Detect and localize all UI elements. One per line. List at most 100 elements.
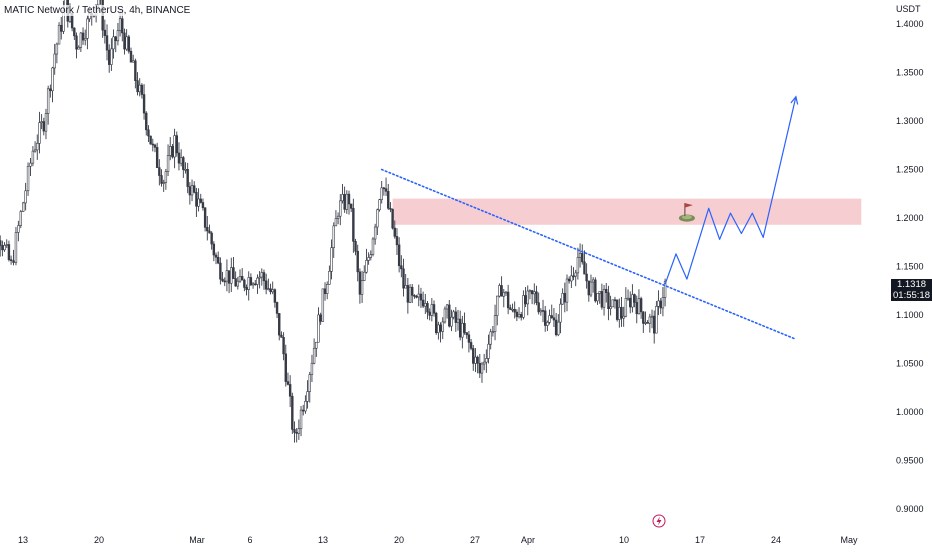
candle: [644, 311, 647, 326]
candle: [53, 43, 56, 75]
candle: [105, 24, 109, 61]
candle: [179, 149, 183, 167]
candle: [615, 299, 619, 322]
candle: [587, 280, 591, 302]
candle: [365, 248, 368, 274]
candle: [496, 295, 499, 326]
projection-path[interactable]: [664, 96, 797, 285]
candle: [158, 159, 161, 186]
descending-trendline[interactable]: [380, 168, 797, 341]
candle: [240, 268, 244, 281]
candle: [408, 284, 412, 303]
candle: [151, 138, 154, 152]
candle: [308, 371, 311, 403]
candle: [472, 344, 475, 371]
candle: [611, 299, 614, 308]
y-tick-label: 0.9000: [896, 504, 924, 514]
candle: [561, 288, 564, 305]
candle: [254, 279, 257, 286]
candle: [49, 84, 52, 98]
candle: [238, 269, 242, 283]
candle: [465, 332, 468, 339]
last-price-value: 1.1318: [896, 279, 927, 291]
candle: [321, 288, 325, 322]
candle: [302, 404, 305, 416]
candle: [461, 315, 464, 349]
candle: [349, 203, 353, 213]
candle: [515, 309, 519, 322]
candle: [657, 290, 660, 316]
x-tick-label: 20: [94, 535, 104, 545]
x-tick-label: 20: [394, 535, 404, 545]
candle: [84, 29, 87, 46]
candle: [175, 131, 178, 157]
candle: [55, 42, 59, 64]
candle: [99, 0, 102, 5]
candle: [81, 27, 85, 45]
candle: [14, 226, 18, 266]
candle: [567, 276, 571, 284]
candle: [221, 271, 224, 283]
candle: [195, 187, 198, 217]
last-price-badge: 1.1318 01:55:18: [891, 279, 932, 302]
candle: [188, 182, 192, 205]
candle: [267, 278, 270, 291]
candle: [77, 45, 80, 50]
candle: [269, 283, 272, 295]
candle: [251, 282, 255, 289]
candle: [389, 202, 392, 213]
candle: [291, 392, 294, 434]
candle: [548, 309, 551, 325]
x-tick-label: 17: [695, 535, 705, 545]
resistance-zone[interactable]: [392, 198, 862, 225]
candle: [44, 108, 48, 140]
candle: [171, 143, 174, 159]
candle: [463, 312, 466, 335]
candle: [201, 198, 205, 211]
candle: [134, 58, 137, 89]
candle: [245, 284, 248, 296]
y-tick-label: 1.2500: [896, 165, 924, 175]
candle: [36, 134, 39, 160]
candle: [42, 117, 46, 136]
x-tick-label: 27: [470, 535, 480, 545]
candle: [563, 282, 567, 313]
candle: [73, 27, 76, 41]
candle: [347, 190, 351, 215]
candle: [249, 273, 253, 286]
candle: [661, 287, 665, 317]
candle: [574, 269, 577, 287]
candle: [591, 277, 595, 293]
x-tick-label: 13: [318, 535, 328, 545]
candle: [655, 300, 658, 334]
candle: [411, 283, 414, 304]
candle: [236, 276, 240, 290]
candle: [295, 427, 298, 443]
candle: [131, 54, 135, 63]
candle: [404, 273, 407, 289]
candle: [79, 31, 83, 52]
candle: [419, 287, 423, 308]
candle: [452, 309, 455, 320]
candle: [108, 44, 111, 73]
x-tick-label: Mar: [189, 535, 205, 545]
candle: [528, 289, 532, 300]
lightning-bolt-icon[interactable]: [652, 514, 666, 528]
candle: [456, 309, 460, 331]
candle: [256, 274, 259, 294]
candle: [498, 283, 501, 298]
candle: [609, 295, 612, 316]
candle: [38, 111, 41, 154]
candle: [299, 406, 303, 437]
candle: [275, 301, 279, 319]
candle: [258, 271, 261, 289]
candle: [310, 354, 314, 383]
candle: [149, 135, 152, 145]
candle: [524, 287, 527, 308]
candle: [162, 179, 165, 192]
candle: [197, 188, 200, 212]
candle: [376, 208, 379, 236]
candle: [325, 281, 329, 300]
